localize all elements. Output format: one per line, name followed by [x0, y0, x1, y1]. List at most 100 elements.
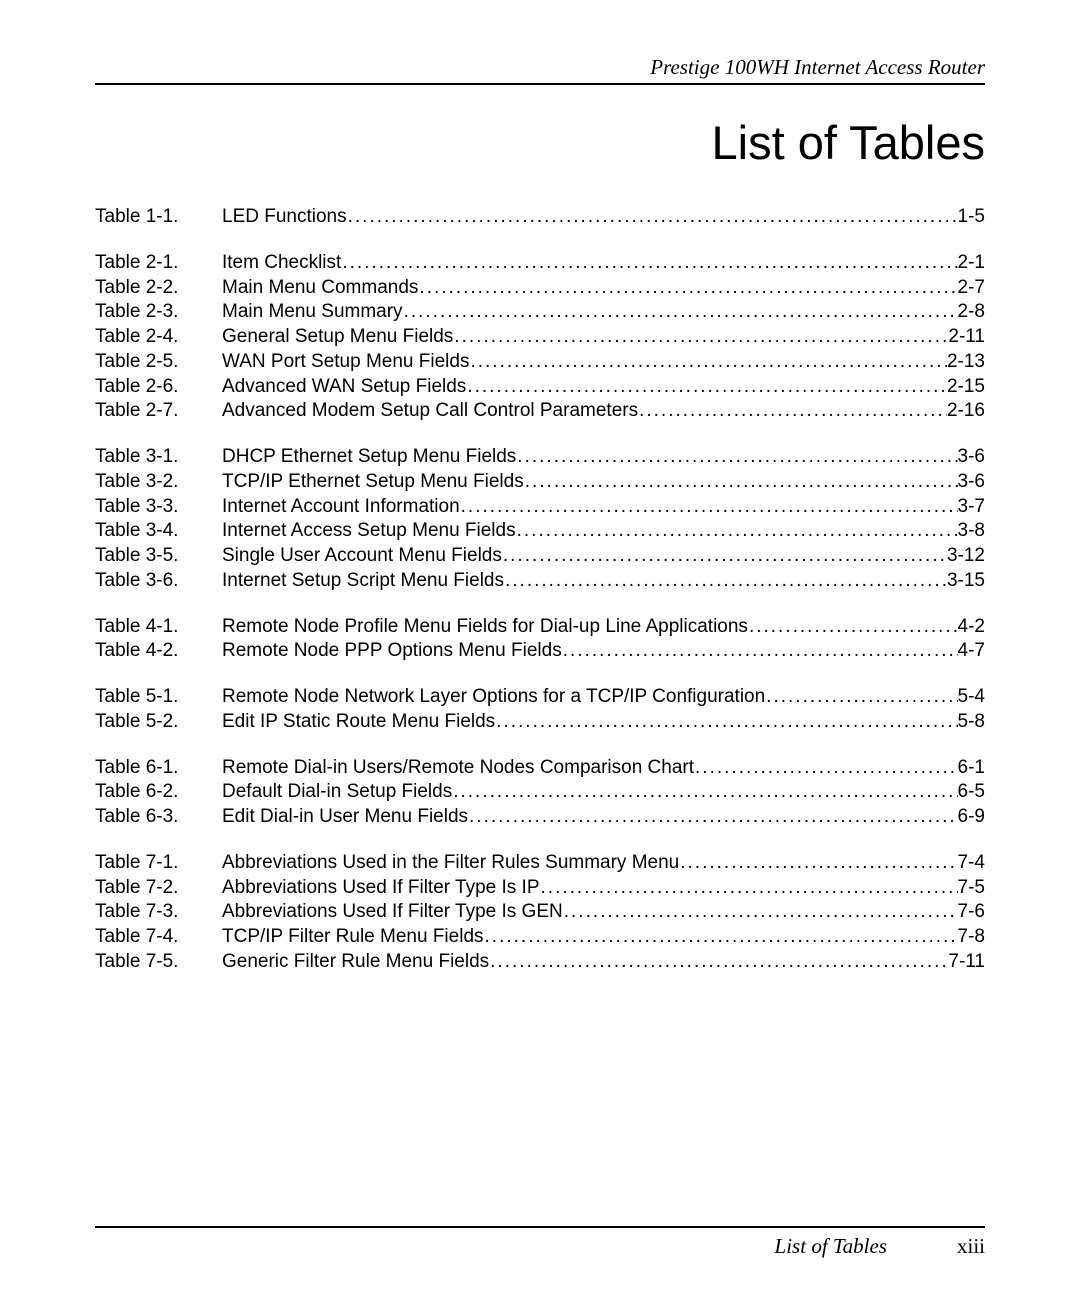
toc-entry-page: 3-7 [958, 495, 985, 519]
toc-entry-page: 2-11 [948, 325, 985, 349]
toc-entry-title: WAN Port Setup Menu Fields [222, 350, 469, 374]
toc-section: Table 3-1.DHCP Ethernet Setup Menu Field… [95, 445, 985, 593]
toc-leader-dots: ........................................… [484, 925, 958, 949]
toc-entry: Table 2-7.Advanced Modem Setup Call Cont… [95, 399, 985, 423]
toc-entry-title: Internet Setup Script Menu Fields [222, 569, 504, 593]
toc-entry-title: Remote Node PPP Options Menu Fields [222, 639, 562, 663]
toc-entry: Table 2-4.General Setup Menu Fields ....… [95, 325, 985, 349]
toc-leader-dots: ........................................… [748, 615, 958, 639]
toc-entry-title: TCP/IP Filter Rule Menu Fields [222, 925, 484, 949]
toc-entry-title: General Setup Menu Fields [222, 325, 453, 349]
footer-page-number: xiii [957, 1234, 985, 1259]
toc-entry-label: Table 7-3. [95, 900, 222, 924]
toc-entry-page: 3-12 [947, 544, 985, 568]
toc-entry-page: 2-1 [958, 251, 985, 275]
toc-entry-title: Remote Node Profile Menu Fields for Dial… [222, 615, 748, 639]
toc-entry-label: Table 7-1. [95, 851, 222, 875]
toc-entry-page: 6-9 [958, 805, 985, 829]
toc-entry: Table 7-3.Abbreviations Used If Filter T… [95, 900, 985, 924]
toc-entry-page: 2-13 [947, 350, 985, 374]
header-text: Prestige 100WH Internet Access Router [95, 55, 985, 83]
toc-entry-page: 3-15 [947, 569, 985, 593]
toc-leader-dots: ........................................… [466, 375, 947, 399]
toc-entry-label: Table 3-4. [95, 519, 222, 543]
toc-entry-page: 6-5 [958, 780, 985, 804]
toc-entry-title: Item Checklist [222, 251, 341, 275]
toc-entry-title: TCP/IP Ethernet Setup Menu Fields [222, 470, 524, 494]
toc-container: Table 1-1.LED Functions.................… [95, 205, 985, 974]
toc-leader-dots: ........................................… [540, 876, 958, 900]
toc-entry-page: 3-6 [958, 445, 985, 469]
header-rule: Prestige 100WH Internet Access Router [95, 55, 985, 85]
toc-entry-label: Table 3-1. [95, 445, 222, 469]
toc-leader-dots: ........................................… [489, 950, 948, 974]
toc-entry-label: Table 2-4. [95, 325, 222, 349]
toc-entry-label: Table 7-4. [95, 925, 222, 949]
toc-entry-label: Table 3-6. [95, 569, 222, 593]
toc-entry: Table 3-1.DHCP Ethernet Setup Menu Field… [95, 445, 985, 469]
toc-entry-page: 7-5 [958, 876, 985, 900]
toc-section: Table 4-1.Remote Node Profile Menu Field… [95, 615, 985, 664]
toc-section: Table 1-1.LED Functions.................… [95, 205, 985, 229]
toc-entry-label: Table 1-1. [95, 205, 222, 229]
toc-entry: Table 4-2.Remote Node PPP Options Menu F… [95, 639, 985, 663]
toc-entry-label: Table 2-1. [95, 251, 222, 275]
toc-entry: Table 2-2.Main Menu Commands ...........… [95, 276, 985, 300]
toc-entry-label: Table 2-2. [95, 276, 222, 300]
toc-section: Table 6-1.Remote Dial-in Users/Remote No… [95, 756, 985, 829]
toc-entry: Table 7-2.Abbreviations Used If Filter T… [95, 876, 985, 900]
toc-entry-page: 7-6 [958, 900, 985, 924]
footer-rule [95, 1226, 985, 1228]
toc-entry-page: 6-1 [958, 756, 985, 780]
toc-leader-dots: ........................................… [765, 685, 957, 709]
toc-entry-page: 2-8 [958, 300, 985, 324]
toc-entry: Table 3-4.Internet Access Setup Menu Fie… [95, 519, 985, 543]
toc-entry-label: Table 2-5. [95, 350, 222, 374]
toc-entry-title: Edit IP Static Route Menu Fields [222, 710, 495, 734]
toc-leader-dots: ........................................… [403, 300, 958, 324]
toc-entry-title: Internet Account Information [222, 495, 460, 519]
toc-entry-title: Abbreviations Used If Filter Type Is IP [222, 876, 540, 900]
toc-entry-title: Abbreviations Used in the Filter Rules S… [222, 851, 679, 875]
toc-leader-dots: ........................................… [516, 519, 958, 543]
toc-entry-page: 2-15 [947, 375, 985, 399]
toc-entry-title: Single User Account Menu Fields [222, 544, 502, 568]
toc-entry-label: Table 4-1. [95, 615, 222, 639]
toc-leader-dots: ........................................… [562, 639, 958, 663]
toc-entry-title: Internet Access Setup Menu Fields [222, 519, 516, 543]
toc-entry-title: LED Functions [222, 205, 347, 229]
toc-entry: Table 7-5.Generic Filter Rule Menu Field… [95, 950, 985, 974]
toc-entry-title: Advanced WAN Setup Fields [222, 375, 466, 399]
toc-entry: Table 3-3.Internet Account Information..… [95, 495, 985, 519]
toc-entry-title: Main Menu Commands [222, 276, 418, 300]
toc-entry-page: 7-4 [958, 851, 985, 875]
toc-entry: Table 5-2.Edit IP Static Route Menu Fiel… [95, 710, 985, 734]
toc-section: Table 5-1.Remote Node Network Layer Opti… [95, 685, 985, 734]
toc-leader-dots: ........................................… [347, 205, 958, 229]
toc-leader-dots: ........................................… [524, 470, 958, 494]
toc-entry-title: Edit Dial-in User Menu Fields [222, 805, 468, 829]
toc-leader-dots: ........................................… [679, 851, 957, 875]
footer-text: List of Tables [775, 1234, 887, 1259]
toc-entry-page: 4-7 [958, 639, 985, 663]
toc-leader-dots: ........................................… [452, 780, 957, 804]
toc-leader-dots: ........................................… [468, 805, 958, 829]
toc-leader-dots: ........................................… [694, 756, 958, 780]
toc-leader-dots: ........................................… [418, 276, 957, 300]
toc-entry-label: Table 6-2. [95, 780, 222, 804]
toc-leader-dots: ........................................… [638, 399, 947, 423]
toc-entry-page: 5-4 [958, 685, 985, 709]
toc-entry: Table 2-6.Advanced WAN Setup Fields.....… [95, 375, 985, 399]
toc-entry-page: 3-8 [958, 519, 985, 543]
toc-entry-title: Abbreviations Used If Filter Type Is GEN [222, 900, 563, 924]
toc-entry: Table 5-1.Remote Node Network Layer Opti… [95, 685, 985, 709]
toc-leader-dots: ........................................… [502, 544, 947, 568]
toc-entry-label: Table 2-6. [95, 375, 222, 399]
toc-entry-title: Remote Dial-in Users/Remote Nodes Compar… [222, 756, 694, 780]
toc-entry: Table 6-1.Remote Dial-in Users/Remote No… [95, 756, 985, 780]
toc-entry: Table 7-1.Abbreviations Used in the Filt… [95, 851, 985, 875]
toc-entry: Table 3-5.Single User Account Menu Field… [95, 544, 985, 568]
toc-entry-label: Table 3-3. [95, 495, 222, 519]
toc-leader-dots: ........................................… [341, 251, 957, 275]
toc-entry-label: Table 2-3. [95, 300, 222, 324]
